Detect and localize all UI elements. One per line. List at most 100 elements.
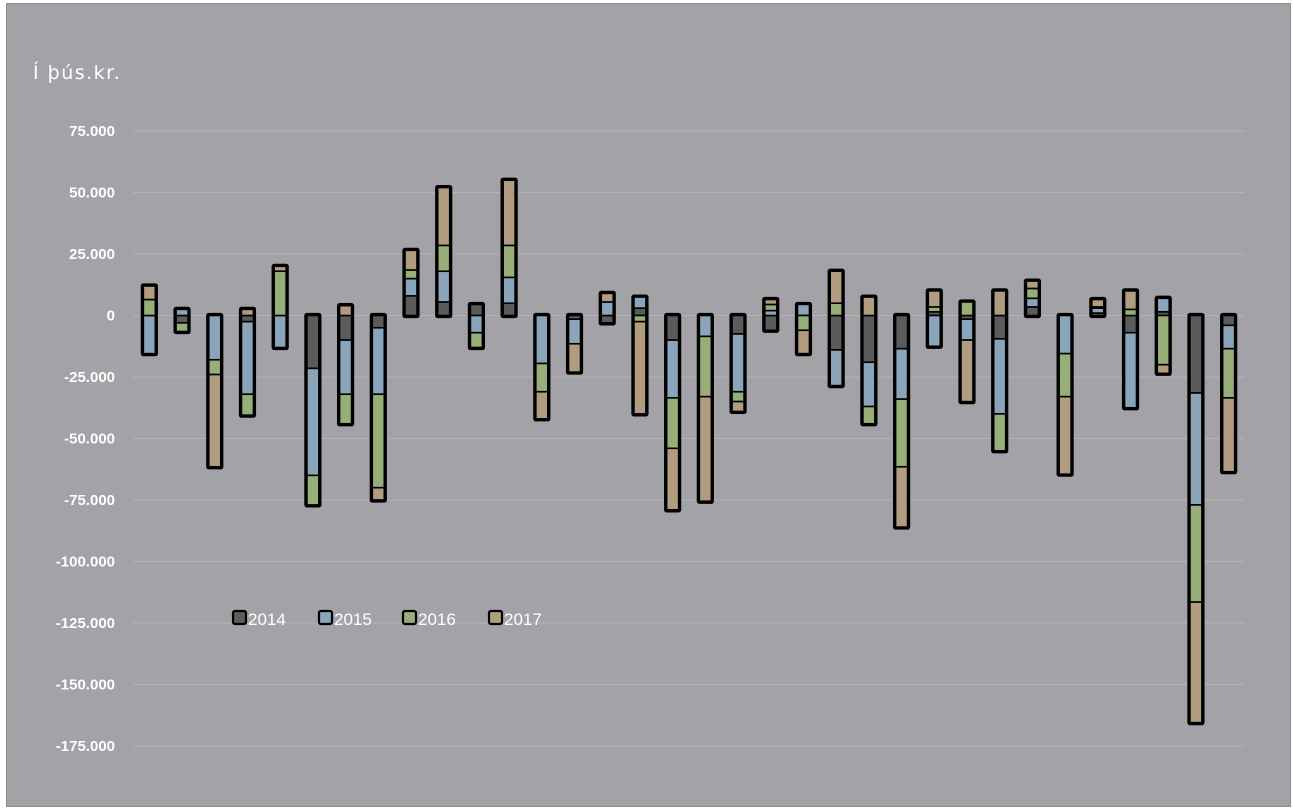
y-tick-label: -125.000: [56, 615, 115, 632]
bar-segment-2014: [338, 314, 353, 341]
bar-segment-2014: [894, 314, 909, 350]
bar-segment-2015: [960, 318, 974, 341]
bar-segment-2014: [1025, 306, 1040, 317]
bar-outline: [336, 303, 355, 427]
bar-segment-2017: [338, 304, 353, 317]
bar-segment-2017: [1156, 363, 1171, 375]
y-tick-label: -100.000: [56, 554, 115, 571]
bar-segment-2017: [371, 486, 386, 501]
bar-segment-2015: [469, 314, 484, 334]
bar-segment-2016: [1058, 352, 1072, 398]
bar-outline: [565, 312, 584, 375]
bars: [140, 177, 1238, 726]
bar-outline: [991, 288, 1009, 454]
bar-segment-2014: [306, 314, 320, 370]
bar-segment-2017: [763, 298, 778, 306]
bar-stack: [1056, 312, 1074, 477]
bar-segment-2017: [404, 249, 418, 271]
bar-outline: [1056, 312, 1074, 477]
bar-segment-2014: [1123, 314, 1138, 334]
bar-stack: [991, 288, 1009, 454]
y-tick-label: 50.000: [69, 185, 115, 202]
legend: 2014 2015 2016 2017: [231, 609, 542, 629]
bar-outline: [860, 294, 878, 427]
y-tick-label: 0: [107, 308, 115, 325]
bar-segment-2017: [502, 179, 516, 247]
bar-segment-2014: [600, 314, 615, 324]
bar-stack: [762, 296, 780, 333]
bar-outline: [238, 306, 257, 418]
bar-outline: [1187, 312, 1205, 726]
chart-area: 75.000 50.000 25.000 0 -25.000 -50.000 -75.000…: [6, 3, 1291, 807]
bar-outline: [1121, 288, 1140, 411]
bar-outline: [762, 296, 780, 333]
bar-segment-2015: [894, 347, 909, 400]
bar-segment-2015: [665, 339, 680, 399]
bar-stack: [140, 283, 158, 357]
y-axis-ticks: 75.000 50.000 25.000 0 -25.000 -50.000 -75.000…: [56, 123, 115, 755]
bar-segment-2016: [960, 301, 974, 317]
bar-segment-2015: [207, 314, 222, 361]
y-tick-label: -75.000: [64, 492, 115, 509]
bar-segment-2015: [796, 303, 811, 317]
bar-segment-2015: [371, 326, 386, 396]
bar-stack: [206, 312, 224, 470]
bar-outline: [304, 312, 322, 508]
bar-stack: [1023, 278, 1042, 319]
bar-segment-2015: [731, 333, 745, 393]
bar-outline: [1023, 278, 1042, 319]
bar-segment-2014: [731, 314, 745, 335]
bar-segment-2016: [796, 314, 811, 332]
bar-segment-2014: [1189, 314, 1203, 394]
bar-segment-2017: [992, 290, 1007, 317]
bar-stack: [1187, 312, 1205, 726]
bar-segment-2016: [273, 270, 287, 317]
legend-swatch-2017: [487, 609, 504, 626]
bar-outline: [533, 312, 551, 422]
bar-outline: [140, 283, 158, 357]
gridlines: [133, 130, 1245, 747]
legend-swatch-2014: [231, 609, 248, 626]
bar-segment-2016: [371, 393, 386, 489]
bar-segment-2015: [404, 277, 418, 297]
y-tick-label: -175.000: [56, 738, 115, 755]
bar-stack: [892, 312, 911, 530]
bar-segment-2015: [1058, 314, 1072, 355]
bar-segment-2015: [1025, 297, 1040, 308]
bar-segment-2017: [829, 270, 843, 305]
legend-label-2016: 2016: [418, 610, 456, 629]
chart-canvas: 75.000 50.000 25.000 0 -25.000 -50.000 -75.000…: [56, 123, 1245, 755]
bar-segment-2016: [829, 302, 843, 317]
bar-stack: [1154, 295, 1172, 376]
bar-segment-2015: [927, 314, 942, 348]
bar-segment-2017: [600, 292, 615, 303]
bar-segment-2017: [1025, 280, 1040, 290]
bar-outline: [369, 312, 387, 503]
bar-segment-2015: [633, 296, 647, 309]
bar-outline: [206, 312, 224, 470]
bar-segment-2014: [404, 295, 418, 317]
bar-segment-2015: [698, 314, 713, 338]
bar-segment-2015: [142, 314, 157, 355]
bar-segment-2017: [1058, 395, 1072, 475]
bar-segment-2016: [404, 269, 418, 280]
bar-segment-2014: [371, 314, 386, 329]
bar-segment-2014: [665, 314, 680, 341]
bar-segment-2015: [436, 270, 451, 303]
bar-outline: [1154, 295, 1172, 376]
bar-stack: [238, 306, 257, 418]
legend-swatch-2015: [317, 609, 334, 626]
bar-segment-2017: [273, 265, 287, 273]
bar-outline: [271, 263, 289, 351]
bar-segment-2016: [142, 298, 157, 317]
y-tick-label: -150.000: [56, 677, 115, 694]
bar-segment-2016: [1123, 308, 1138, 317]
bar-segment-2015: [600, 301, 615, 317]
bar-stack: [369, 312, 387, 503]
bar-segment-2016: [240, 393, 255, 416]
bar-segment-2016: [1156, 314, 1171, 366]
y-tick-label: 25.000: [69, 246, 115, 263]
bar-stack: [958, 299, 976, 405]
bar-segment-2017: [142, 285, 157, 301]
bar-segment-2017: [960, 339, 974, 403]
